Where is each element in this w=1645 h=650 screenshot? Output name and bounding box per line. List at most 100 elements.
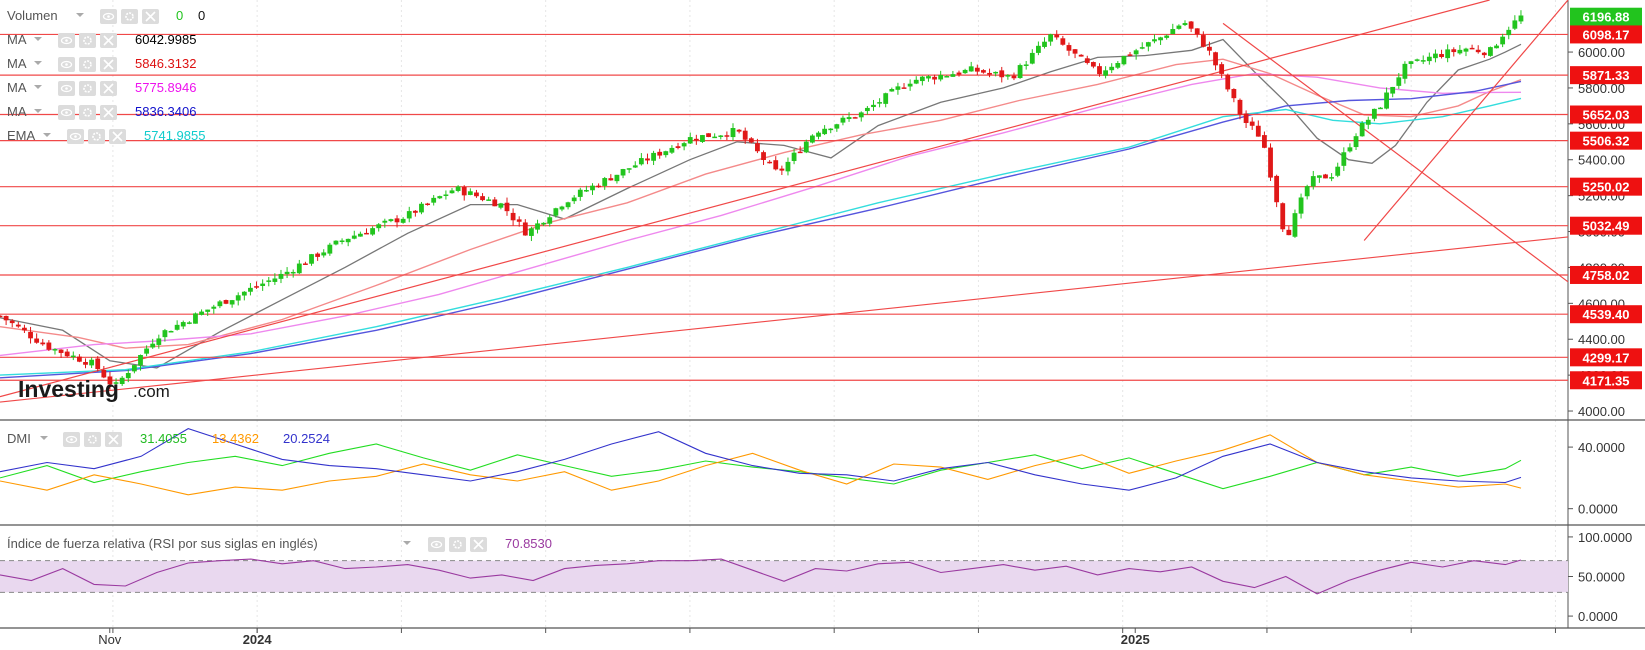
candle-up bbox=[1005, 75, 1011, 77]
gear-icon[interactable] bbox=[449, 537, 466, 552]
candle-up bbox=[962, 69, 968, 74]
candle-up bbox=[199, 311, 204, 315]
gear-icon[interactable] bbox=[88, 435, 97, 444]
rsi-legend-label: Índice de fuerza relativa (RSI por sus s… bbox=[7, 536, 318, 551]
ma-line-1 bbox=[0, 38, 1522, 369]
candle-up bbox=[186, 322, 192, 324]
candle-down bbox=[77, 356, 82, 362]
rsi-band bbox=[0, 560, 1568, 593]
gear-icon[interactable] bbox=[92, 132, 101, 141]
gear-icon[interactable] bbox=[125, 12, 134, 21]
gear-icon[interactable] bbox=[79, 105, 96, 120]
candle-up bbox=[1310, 176, 1316, 187]
chevron-down-icon[interactable] bbox=[34, 85, 42, 89]
close-icon[interactable] bbox=[473, 539, 484, 550]
candle-up bbox=[1036, 45, 1041, 53]
candle-down bbox=[999, 70, 1005, 78]
gear-icon[interactable] bbox=[121, 9, 138, 24]
candle-down bbox=[706, 133, 711, 138]
chevron-down-icon[interactable] bbox=[43, 133, 51, 137]
chevron-down-icon[interactable] bbox=[76, 13, 84, 17]
candle-down bbox=[1054, 34, 1060, 38]
chevron-down-icon[interactable] bbox=[34, 61, 42, 65]
candle-up bbox=[1433, 53, 1438, 59]
price-tag bbox=[1570, 305, 1642, 324]
candle-down bbox=[1090, 62, 1096, 67]
close-icon[interactable] bbox=[103, 107, 114, 118]
ma-legend-label: MA bbox=[7, 56, 27, 71]
candle-up bbox=[131, 365, 137, 372]
gear-icon[interactable] bbox=[79, 81, 96, 96]
eye-icon[interactable] bbox=[65, 39, 68, 42]
eye-icon[interactable] bbox=[430, 540, 443, 549]
eye-icon[interactable] bbox=[65, 87, 68, 90]
eye-icon[interactable] bbox=[435, 543, 438, 546]
gear-icon[interactable] bbox=[79, 33, 96, 48]
candle-up bbox=[498, 203, 504, 208]
dmi-legend: DMI 31.4055 13.4362 20.2524 bbox=[7, 431, 330, 447]
price-tag-label: 5871.33 bbox=[1583, 68, 1630, 83]
eye-icon[interactable] bbox=[60, 36, 73, 45]
close-icon[interactable] bbox=[103, 35, 114, 46]
price-tag-label: 6196.88 bbox=[1583, 10, 1630, 25]
close-icon[interactable] bbox=[108, 434, 119, 445]
candle-up bbox=[1029, 52, 1035, 64]
gear-icon[interactable] bbox=[453, 540, 462, 549]
candle-down bbox=[0, 315, 3, 318]
gear-icon[interactable] bbox=[79, 57, 96, 72]
candle-down bbox=[1439, 54, 1444, 58]
candle-up bbox=[321, 252, 327, 256]
candle-up bbox=[486, 199, 492, 201]
adx-line bbox=[0, 428, 1522, 491]
candle-down bbox=[645, 158, 650, 161]
gear-icon[interactable] bbox=[83, 108, 92, 117]
eye-icon[interactable] bbox=[60, 60, 73, 69]
candle-down bbox=[46, 342, 52, 350]
candle-up bbox=[590, 185, 595, 191]
chevron-down-icon[interactable] bbox=[34, 37, 42, 41]
chevron-down-icon[interactable] bbox=[34, 109, 42, 113]
chevron-down-icon[interactable] bbox=[40, 436, 48, 440]
chevron-down-icon[interactable] bbox=[403, 541, 411, 545]
candle-up bbox=[1359, 123, 1365, 137]
candle-down bbox=[748, 138, 754, 143]
candle-up bbox=[217, 301, 223, 307]
candle-down bbox=[1255, 125, 1261, 137]
candle-up bbox=[150, 343, 156, 348]
eye-icon[interactable] bbox=[70, 438, 73, 441]
candle-up bbox=[339, 240, 345, 242]
candle-up bbox=[168, 330, 174, 333]
candle-down bbox=[608, 178, 614, 181]
eye-icon[interactable] bbox=[102, 12, 115, 21]
candle-down bbox=[1097, 66, 1102, 75]
eye-icon[interactable] bbox=[65, 111, 68, 114]
close-icon[interactable] bbox=[103, 83, 114, 94]
gear-icon[interactable] bbox=[83, 60, 92, 69]
eye-icon[interactable] bbox=[74, 135, 77, 138]
candle-down bbox=[34, 338, 40, 343]
price-tag bbox=[1570, 105, 1642, 124]
price-tag bbox=[1570, 177, 1642, 196]
price-tag bbox=[1570, 348, 1642, 367]
eye-icon[interactable] bbox=[65, 435, 78, 444]
eye-icon[interactable] bbox=[60, 108, 73, 117]
eye-icon[interactable] bbox=[65, 63, 68, 66]
candle-up bbox=[138, 355, 143, 366]
close-icon[interactable] bbox=[103, 59, 114, 70]
gear-icon[interactable] bbox=[83, 84, 92, 93]
candle-up bbox=[1042, 41, 1047, 47]
eye-icon[interactable] bbox=[107, 15, 110, 18]
candle-up bbox=[846, 117, 852, 120]
candle-up bbox=[1347, 147, 1353, 152]
ma-line-3 bbox=[0, 72, 1522, 357]
gear-icon[interactable] bbox=[84, 432, 101, 447]
main-legend: Volumen 0 0 MA 6042.9985 MA 5846.3132 MA 5775.89… bbox=[7, 8, 205, 144]
eye-icon[interactable] bbox=[69, 132, 82, 141]
gear-icon[interactable] bbox=[83, 36, 92, 45]
eye-icon[interactable] bbox=[60, 84, 73, 93]
close-icon[interactable] bbox=[112, 131, 123, 142]
candle-up bbox=[840, 117, 846, 123]
candle-down bbox=[474, 192, 479, 197]
close-icon[interactable] bbox=[145, 11, 156, 22]
gear-icon[interactable] bbox=[88, 129, 105, 144]
